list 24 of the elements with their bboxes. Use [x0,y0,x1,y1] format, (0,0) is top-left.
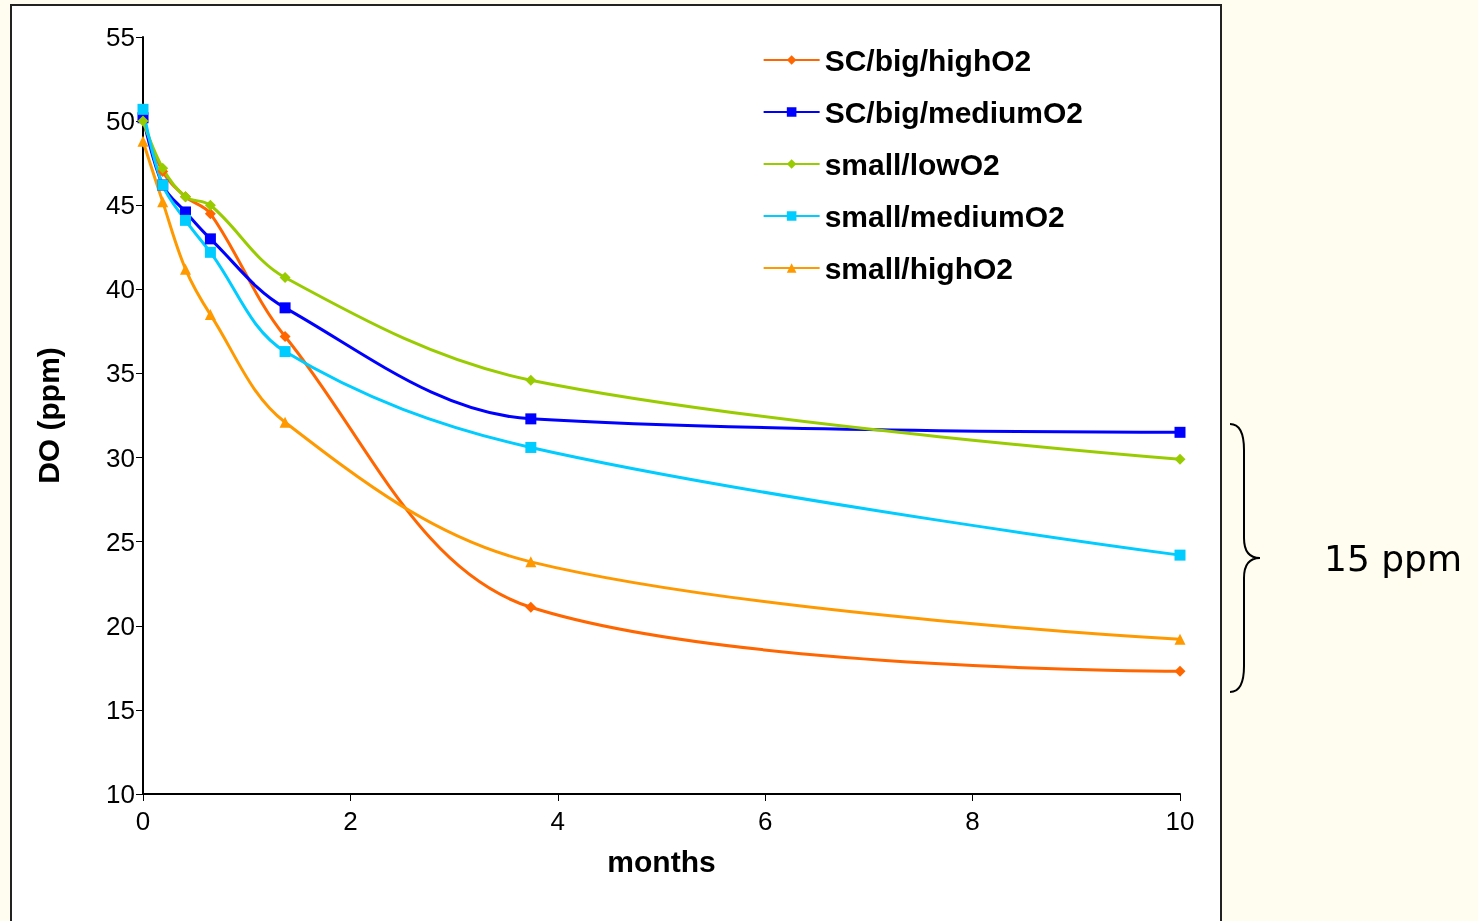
x-tick-label: 0 [135,806,151,836]
legend-label: SC/big/mediumO2 [824,95,1084,129]
x-axis-title: months [607,844,716,878]
y-tick-label: 45 [106,190,135,221]
x-tick-label: 4 [550,806,566,836]
legend-label: small/lowO2 [824,147,1000,181]
y-tick-label: 20 [106,610,135,641]
legend-label: small/mediumO2 [824,199,1065,233]
legend-label: small/highO2 [824,251,1014,285]
y-tick-label: 25 [106,526,135,557]
y-tick-label: 30 [106,442,135,473]
x-tick-label: 8 [965,806,980,836]
y-tick-label: 10 [106,779,135,809]
text: 15 ppm [1323,537,1463,579]
x-tick-label: 2 [343,806,358,836]
x-tick-label: 6 [757,806,773,836]
legend-label: SC/big/highO2 [824,43,1032,77]
y-tick-label: 35 [106,358,135,389]
y-tick-label: 15 [106,694,135,725]
y-axis-title: DO (ppm) [31,347,65,484]
y-tick-label: 40 [106,274,135,305]
x-tick-label: 10 [1165,806,1195,836]
y-tick-label: 50 [106,106,135,137]
y-tick-label: 55 [106,22,135,52]
